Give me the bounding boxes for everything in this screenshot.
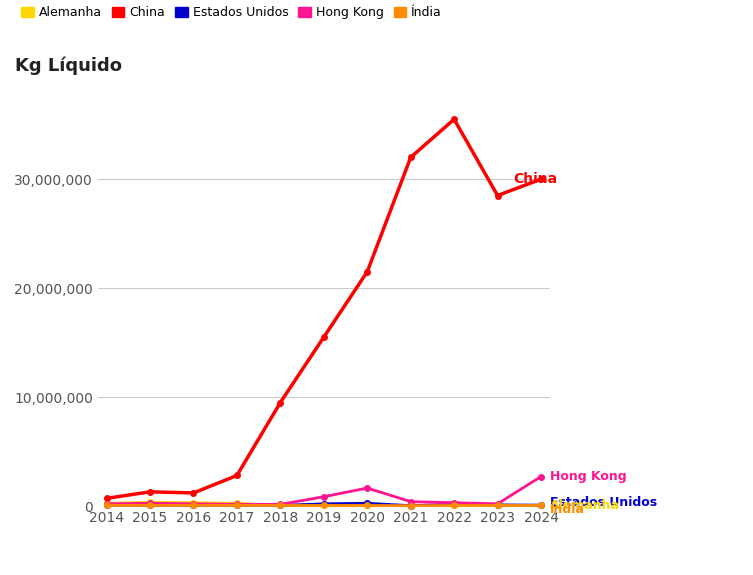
Índia <box>536 502 545 509</box>
China <box>363 269 372 275</box>
Hong Kong <box>233 501 242 508</box>
China <box>536 176 545 183</box>
Hong Kong <box>145 500 154 507</box>
Hong Kong <box>102 500 111 507</box>
Índia <box>276 502 285 509</box>
Alemanha <box>145 499 154 505</box>
China <box>233 472 242 479</box>
Text: Hong Kong: Hong Kong <box>550 470 626 483</box>
Estados Unidos <box>145 502 154 509</box>
China <box>450 116 459 122</box>
Índia <box>102 502 111 509</box>
Alemanha <box>406 502 415 509</box>
China <box>493 192 502 199</box>
Text: Kg Líquido: Kg Líquido <box>15 56 122 75</box>
Estados Unidos <box>406 502 415 509</box>
Alemanha <box>233 500 242 507</box>
Estados Unidos <box>233 502 242 509</box>
Alemanha <box>450 501 459 508</box>
Hong Kong <box>406 498 415 505</box>
China <box>276 399 285 406</box>
Alemanha <box>363 502 372 509</box>
Alemanha <box>102 500 111 507</box>
Índia <box>406 502 415 509</box>
Line: China: China <box>104 117 544 501</box>
Hong Kong <box>319 493 328 500</box>
Índia <box>363 502 372 509</box>
Estados Unidos <box>102 502 111 509</box>
Hong Kong <box>363 485 372 492</box>
Índia <box>450 502 459 509</box>
Text: Índia: Índia <box>550 503 584 516</box>
Estados Unidos <box>276 502 285 509</box>
Hong Kong <box>276 501 285 508</box>
Estados Unidos <box>363 500 372 507</box>
Alemanha <box>276 502 285 509</box>
Estados Unidos <box>493 501 502 508</box>
Alemanha <box>536 502 545 509</box>
Text: Alemanha: Alemanha <box>550 499 620 512</box>
Alemanha <box>493 502 502 509</box>
Line: Hong Kong: Hong Kong <box>104 474 544 507</box>
Hong Kong <box>536 473 545 480</box>
Legend: Alemanha, China, Estados Unidos, Hong Kong, Índia: Alemanha, China, Estados Unidos, Hong Ko… <box>21 6 442 19</box>
Text: China: China <box>513 172 557 186</box>
Hong Kong <box>189 500 198 507</box>
China <box>319 334 328 340</box>
Índia <box>145 502 154 509</box>
China <box>189 489 198 496</box>
Line: Alemanha: Alemanha <box>104 500 544 508</box>
Estados Unidos <box>450 501 459 508</box>
Line: Índia: Índia <box>104 503 544 508</box>
Text: Estados Unidos: Estados Unidos <box>550 496 657 509</box>
China <box>145 488 154 495</box>
Índia <box>189 502 198 509</box>
China <box>102 495 111 502</box>
Índia <box>233 502 242 509</box>
Alemanha <box>189 499 198 506</box>
Hong Kong <box>493 500 502 507</box>
China <box>406 154 415 161</box>
Hong Kong <box>450 499 459 506</box>
Índia <box>319 502 328 509</box>
Estados Unidos <box>319 500 328 507</box>
Line: Estados Unidos: Estados Unidos <box>104 500 544 508</box>
Índia <box>493 502 502 509</box>
Alemanha <box>319 502 328 509</box>
Estados Unidos <box>189 502 198 509</box>
Estados Unidos <box>536 501 545 508</box>
